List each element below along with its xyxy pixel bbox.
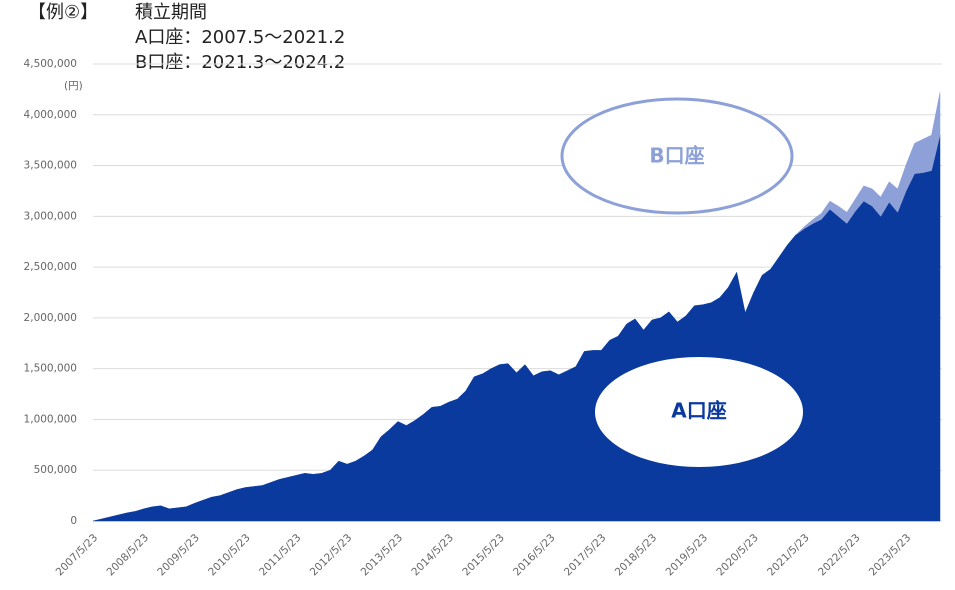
annotation-ellipse: [560, 97, 794, 215]
x-tick-label: 2021/5/23: [765, 532, 812, 579]
x-tick-label: 2013/5/23: [359, 532, 406, 579]
x-tick-label: 2018/5/23: [613, 532, 660, 579]
x-tick-label: 2020/5/23: [714, 532, 761, 579]
x-tick-label: 2011/5/23: [257, 532, 304, 579]
y-tick-label: 500,000: [34, 464, 77, 476]
area: [795, 92, 941, 235]
x-axis: 2007/5/23 2008/5/23 2009/5/23 2010/5/23 2011…: [54, 532, 914, 579]
y-tick-label: 0: [70, 515, 77, 527]
annotation: B口座: [649, 144, 704, 168]
x-tick-label: 2017/5/23: [562, 532, 609, 579]
x-tick-label: 2016/5/23: [511, 532, 558, 579]
subtitle-line: B口座：2021.3～2024.2: [135, 52, 345, 73]
x-tick-label: 2012/5/23: [308, 532, 355, 579]
y-tick-label: 3,000,000: [24, 210, 77, 222]
subtitle-line: 積立期間: [135, 2, 207, 23]
x-tick-label: 2007/5/23: [54, 532, 101, 579]
y-tick-label: 1,000,000: [24, 413, 77, 425]
x-tick-label: 2008/5/23: [105, 532, 152, 579]
y-tick-label: 1,500,000: [24, 363, 77, 375]
y-tick-label: 4,500,000: [24, 58, 77, 70]
x-tick-label: 2022/5/23: [816, 532, 863, 579]
x-tick-label: 2010/5/23: [206, 532, 253, 579]
x-tick-label: 2019/5/23: [664, 532, 711, 579]
y-tick-label: 3,500,000: [24, 160, 77, 172]
subtitle-line: A口座：2007.5～2021.2: [135, 27, 345, 48]
annotation-ellipse: [595, 357, 803, 467]
annotation: A口座: [671, 399, 726, 423]
x-tick-label: 2015/5/23: [460, 532, 507, 579]
x-tick-label: 2023/5/23: [867, 532, 914, 579]
plot-area: [92, 92, 941, 522]
y-tick-label: 2,500,000: [24, 261, 77, 273]
x-tick-label: 2014/5/23: [409, 532, 456, 579]
chart-title: 【例②】: [28, 2, 98, 23]
area: [92, 135, 941, 522]
y-tick-label: 2,000,000: [24, 312, 77, 324]
y-axis-label: (円): [64, 80, 83, 92]
y-tick-label: 4,000,000: [24, 109, 77, 121]
x-tick-label: 2009/5/23: [155, 532, 202, 579]
grid: 0 500,000 1,000,000 1,500,000 2,000,000 2,500…: [24, 58, 942, 527]
